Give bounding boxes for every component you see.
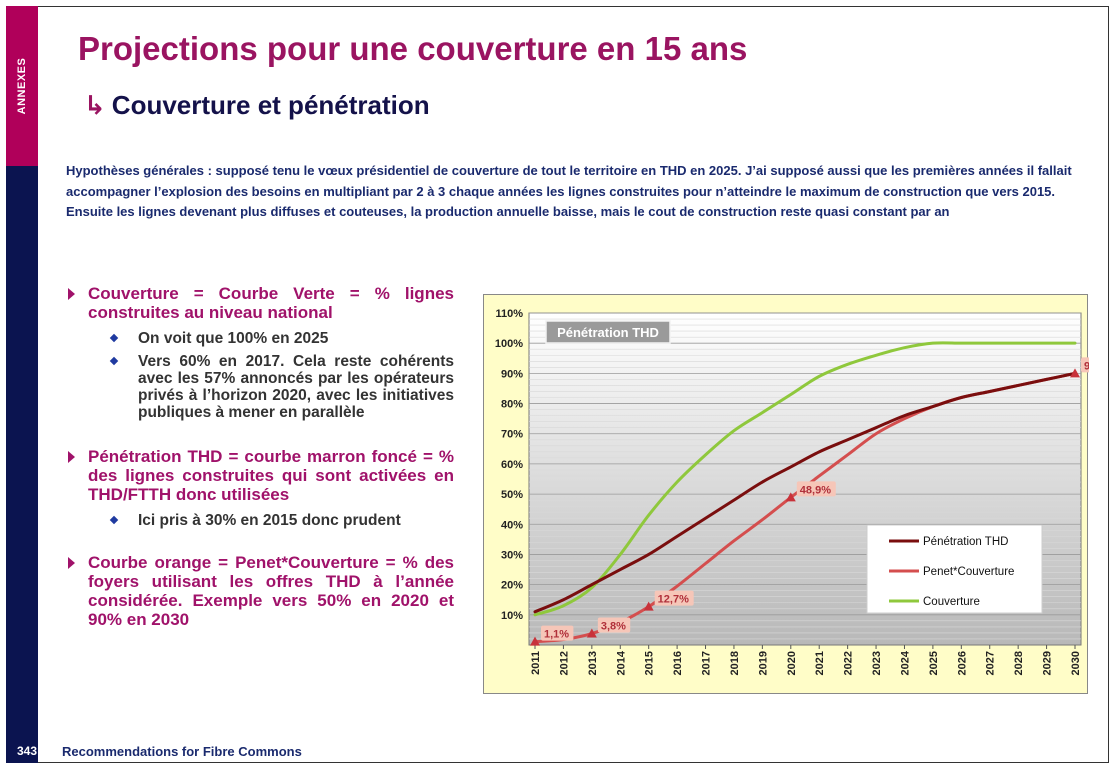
x-tick-label: 2030: [1070, 651, 1082, 675]
data-label: 48,9%: [800, 484, 831, 496]
page-number: 343: [17, 744, 38, 758]
chart-title-box: [545, 320, 671, 344]
x-tick-label: 2025: [928, 651, 940, 675]
footer-text: Recommendations for Fibre Commons: [62, 744, 302, 759]
x-tick-label: 2014: [615, 650, 627, 675]
data-label-bg: [654, 590, 694, 606]
series-line-0: [533, 371, 1077, 614]
x-tick-label: 2028: [1013, 651, 1025, 675]
bullet-penetration: Pénétration THD = courbe marron foncé = …: [66, 447, 454, 504]
y-tick-label: 40%: [501, 519, 523, 531]
bullet-penet-couverture: Courbe orange = Penet*Couverture = % des…: [66, 553, 454, 629]
sidebar-bottom: [6, 166, 38, 763]
data-label: 3,8%: [601, 621, 626, 633]
y-tick-label: 30%: [501, 549, 523, 561]
x-tick-label: 2012: [558, 651, 570, 675]
legend-label: Penet*Couverture: [923, 566, 1014, 578]
y-tick-label: 110%: [495, 308, 523, 320]
legend-label: Pénétration THD: [923, 536, 1008, 548]
x-tick-label: 2021: [814, 651, 826, 675]
x-tick-label: 2020: [786, 651, 798, 675]
x-tick-label: 2016: [672, 651, 684, 675]
chart-title: Pénétration THD: [557, 325, 659, 340]
sidebar-label: ANNEXES: [16, 57, 28, 115]
data-label-bg: [597, 617, 631, 633]
y-tick-label: 70%: [501, 429, 523, 441]
chart-svg: 10% 20% 30% 40% 50% 60% 70% 80% 90% 100% 110% 2011 2…: [495, 308, 1089, 675]
y-tick-label: 60%: [501, 459, 523, 471]
sidebar-top: [6, 6, 38, 166]
x-tick-label: 2017: [701, 651, 713, 675]
y-tick-label: 20%: [501, 580, 523, 592]
x-tick-label: 2029: [1042, 651, 1054, 675]
x-tick-label: 2024: [899, 650, 911, 675]
data-marker: [530, 636, 540, 646]
chart: 10% 20% 30% 40% 50% 60% 70% 80% 90% 100% 110% 2011 2…: [483, 294, 1089, 694]
x-tick-label: 2018: [729, 651, 741, 675]
legend-label: Couverture: [923, 596, 980, 608]
y-tick-label: 100%: [495, 338, 523, 350]
subtitle-text: Couverture et pénétration: [111, 90, 430, 120]
data-marker: [1070, 368, 1080, 378]
x-tick-label: 2013: [587, 651, 599, 675]
x-tick-label: 2015: [644, 651, 656, 675]
y-tick-label: 90%: [501, 368, 523, 380]
data-label: 12,7%: [658, 594, 689, 606]
x-tick-label: 2022: [843, 651, 855, 675]
x-tick-label: 2019: [757, 651, 769, 675]
y-tick-label: 80%: [501, 399, 523, 411]
data-label-bg: [1081, 357, 1089, 373]
sub-bullet: Vers 60% en 2017. Cela reste cohérents a…: [66, 353, 454, 421]
series-line-2: [533, 341, 1077, 617]
bullet-couverture: Couverture = Courbe Verte = % lignes con…: [66, 284, 454, 322]
sub-bullet: On voit que 100% en 2025: [66, 330, 454, 347]
data-label: 1,1%: [544, 629, 569, 641]
data-marker: [586, 628, 597, 638]
x-tick-label: 2011: [530, 651, 542, 675]
page-title: Projections pour une couverture en 15 an…: [78, 30, 748, 67]
x-tick-label: 2023: [871, 651, 883, 675]
sub-bullet: Ici pris à 30% en 2015 donc prudent: [66, 512, 454, 529]
data-label: 90,0%: [1084, 360, 1089, 372]
x-tick-label: 2027: [985, 651, 997, 675]
bullet-list: Couverture = Courbe Verte = % lignes con…: [66, 284, 454, 629]
x-tick-label: 2026: [956, 651, 968, 675]
y-tick-label: 50%: [501, 489, 523, 501]
data-label-bg: [796, 481, 836, 497]
data-marker: [785, 492, 796, 502]
subtitle: ↳ Couverture et pénétration: [84, 90, 430, 121]
subtitle-arrow-icon: ↳: [84, 90, 106, 120]
hypotheses-text: Hypothèses générales : supposé tenu le v…: [66, 163, 1072, 219]
y-tick-label: 10%: [501, 610, 523, 622]
data-label-bg: [541, 625, 574, 641]
data-marker: [643, 601, 654, 611]
